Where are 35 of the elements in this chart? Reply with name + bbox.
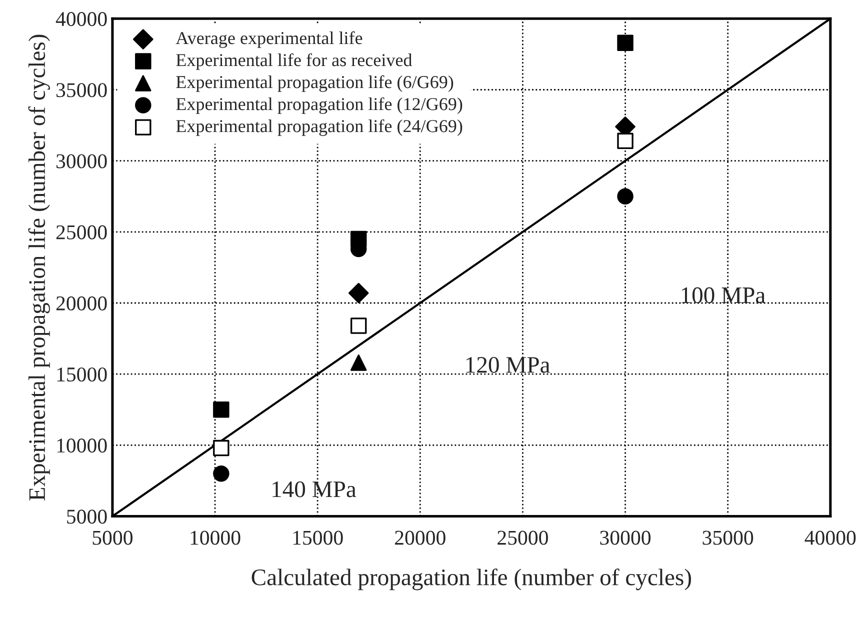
x-tick-label: 40000 — [804, 530, 856, 545]
legend-label: Experimental life for as received — [176, 53, 412, 70]
point — [617, 132, 634, 150]
point — [348, 282, 369, 304]
point — [213, 465, 230, 482]
y-axis-title: Experimental propagation life (number of cycles) — [28, 34, 50, 501]
x-tick-label: 15000 — [293, 530, 343, 545]
annotation: 140 MPa — [272, 481, 356, 498]
y-tick-label: 15000 — [57, 367, 107, 382]
y-tick-label: 35000 — [56, 83, 107, 98]
point — [617, 34, 634, 51]
x-tick-label: 20000 — [395, 530, 446, 545]
legend-label: Average experimental life — [176, 31, 362, 48]
y-tick-label: 30000 — [56, 154, 107, 168]
y-tick-label: 25000 — [56, 225, 107, 240]
point — [213, 402, 230, 418]
x-tick-label: 5000 — [92, 530, 132, 545]
legend-label: Experimental propagation life (12/G69) — [176, 97, 462, 114]
annotation: 120 MPa — [466, 356, 550, 373]
x-tick-label: 35000 — [702, 530, 754, 545]
x-axis-title: Calculated propagation life (number of cycles) — [252, 568, 691, 590]
y-tick-label: 40000 — [56, 12, 107, 26]
x-tick-label: 10000 — [190, 530, 240, 545]
point — [617, 188, 634, 204]
x-tick-label: 25000 — [498, 530, 548, 545]
point — [350, 354, 367, 371]
legend-label: Experimental propagation life (24/G69) — [176, 119, 462, 136]
point — [213, 440, 230, 456]
annotation: 100 MPa — [682, 287, 766, 304]
x-tick-label: 30000 — [600, 530, 651, 545]
point — [350, 318, 367, 334]
legend-label: Experimental propagation life (6/G69) — [176, 75, 454, 92]
y-tick-label: 20000 — [56, 296, 107, 310]
y-tick-label: 5000 — [67, 510, 107, 524]
y-tick-label: 10000 — [57, 438, 107, 453]
